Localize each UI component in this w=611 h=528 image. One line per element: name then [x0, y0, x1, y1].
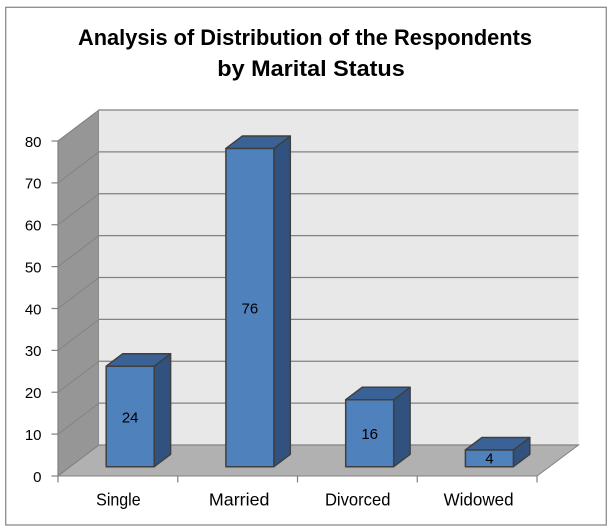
svg-text:by Marital Status: by Marital Status — [217, 56, 405, 81]
svg-text:Widowed: Widowed — [444, 490, 514, 510]
svg-text:24: 24 — [122, 410, 139, 427]
svg-text:80: 80 — [25, 134, 42, 151]
svg-text:70: 70 — [25, 176, 42, 193]
svg-text:Married: Married — [209, 490, 270, 510]
svg-text:40: 40 — [25, 301, 42, 318]
svg-text:20: 20 — [25, 385, 42, 402]
svg-text:30: 30 — [25, 343, 42, 360]
svg-text:50: 50 — [25, 259, 42, 276]
svg-text:Single: Single — [96, 490, 141, 510]
svg-text:60: 60 — [25, 218, 42, 235]
svg-text:10: 10 — [25, 427, 42, 444]
svg-text:16: 16 — [361, 426, 378, 443]
svg-text:Divorced: Divorced — [325, 490, 391, 510]
svg-text:4: 4 — [485, 451, 493, 468]
svg-text:76: 76 — [242, 300, 259, 317]
svg-text:0: 0 — [33, 469, 41, 486]
svg-text:Analysis of Distribution of th: Analysis of Distribution of the Responde… — [78, 25, 532, 50]
